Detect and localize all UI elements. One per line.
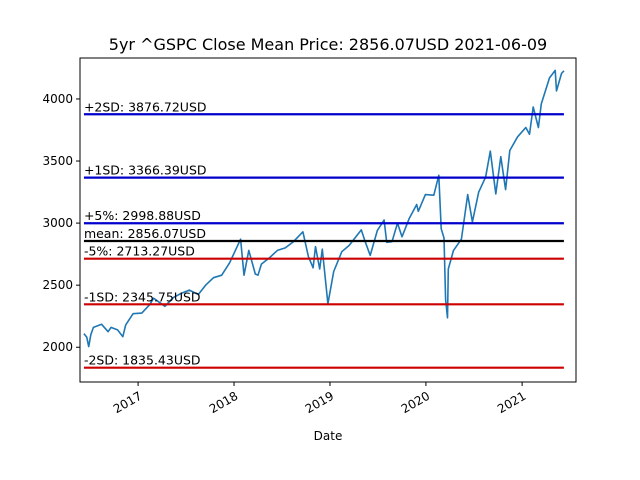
level-label-6: -2SD: 1835.43USD bbox=[84, 353, 201, 368]
price-series-line-0 bbox=[83, 69, 565, 348]
y-tick-label-1: 2500 bbox=[42, 278, 73, 292]
x-axis-label: Date bbox=[314, 429, 343, 443]
level-label-3: mean: 2856.07USD bbox=[84, 226, 206, 241]
level-label-0: +2SD: 3876.72USD bbox=[84, 99, 207, 114]
plot-area: +2SD: 3876.72USD +1SD: 3366.39USD +5%: 299… bbox=[83, 69, 565, 369]
y-tick-label-0: 2000 bbox=[42, 340, 73, 354]
axes-frame bbox=[79, 57, 577, 383]
chart-title: 5yr ^GSPC Close Mean Price: 2856.07USD 2… bbox=[109, 35, 547, 54]
level-label-5: -1SD: 2345.75USD bbox=[84, 289, 201, 304]
y-tick-label-3: 3500 bbox=[42, 154, 73, 168]
level-label-1: +1SD: 3366.39USD bbox=[84, 163, 207, 178]
y-axis: 2000 2500 3000 3500 4000 bbox=[42, 92, 80, 354]
level-label-4: -5%: 2713.27USD bbox=[84, 244, 195, 259]
y-tick-label-4: 4000 bbox=[42, 92, 73, 106]
level-label-2: +5%: 2998.88USD bbox=[84, 208, 201, 223]
y-tick-label-2: 3000 bbox=[42, 216, 73, 230]
